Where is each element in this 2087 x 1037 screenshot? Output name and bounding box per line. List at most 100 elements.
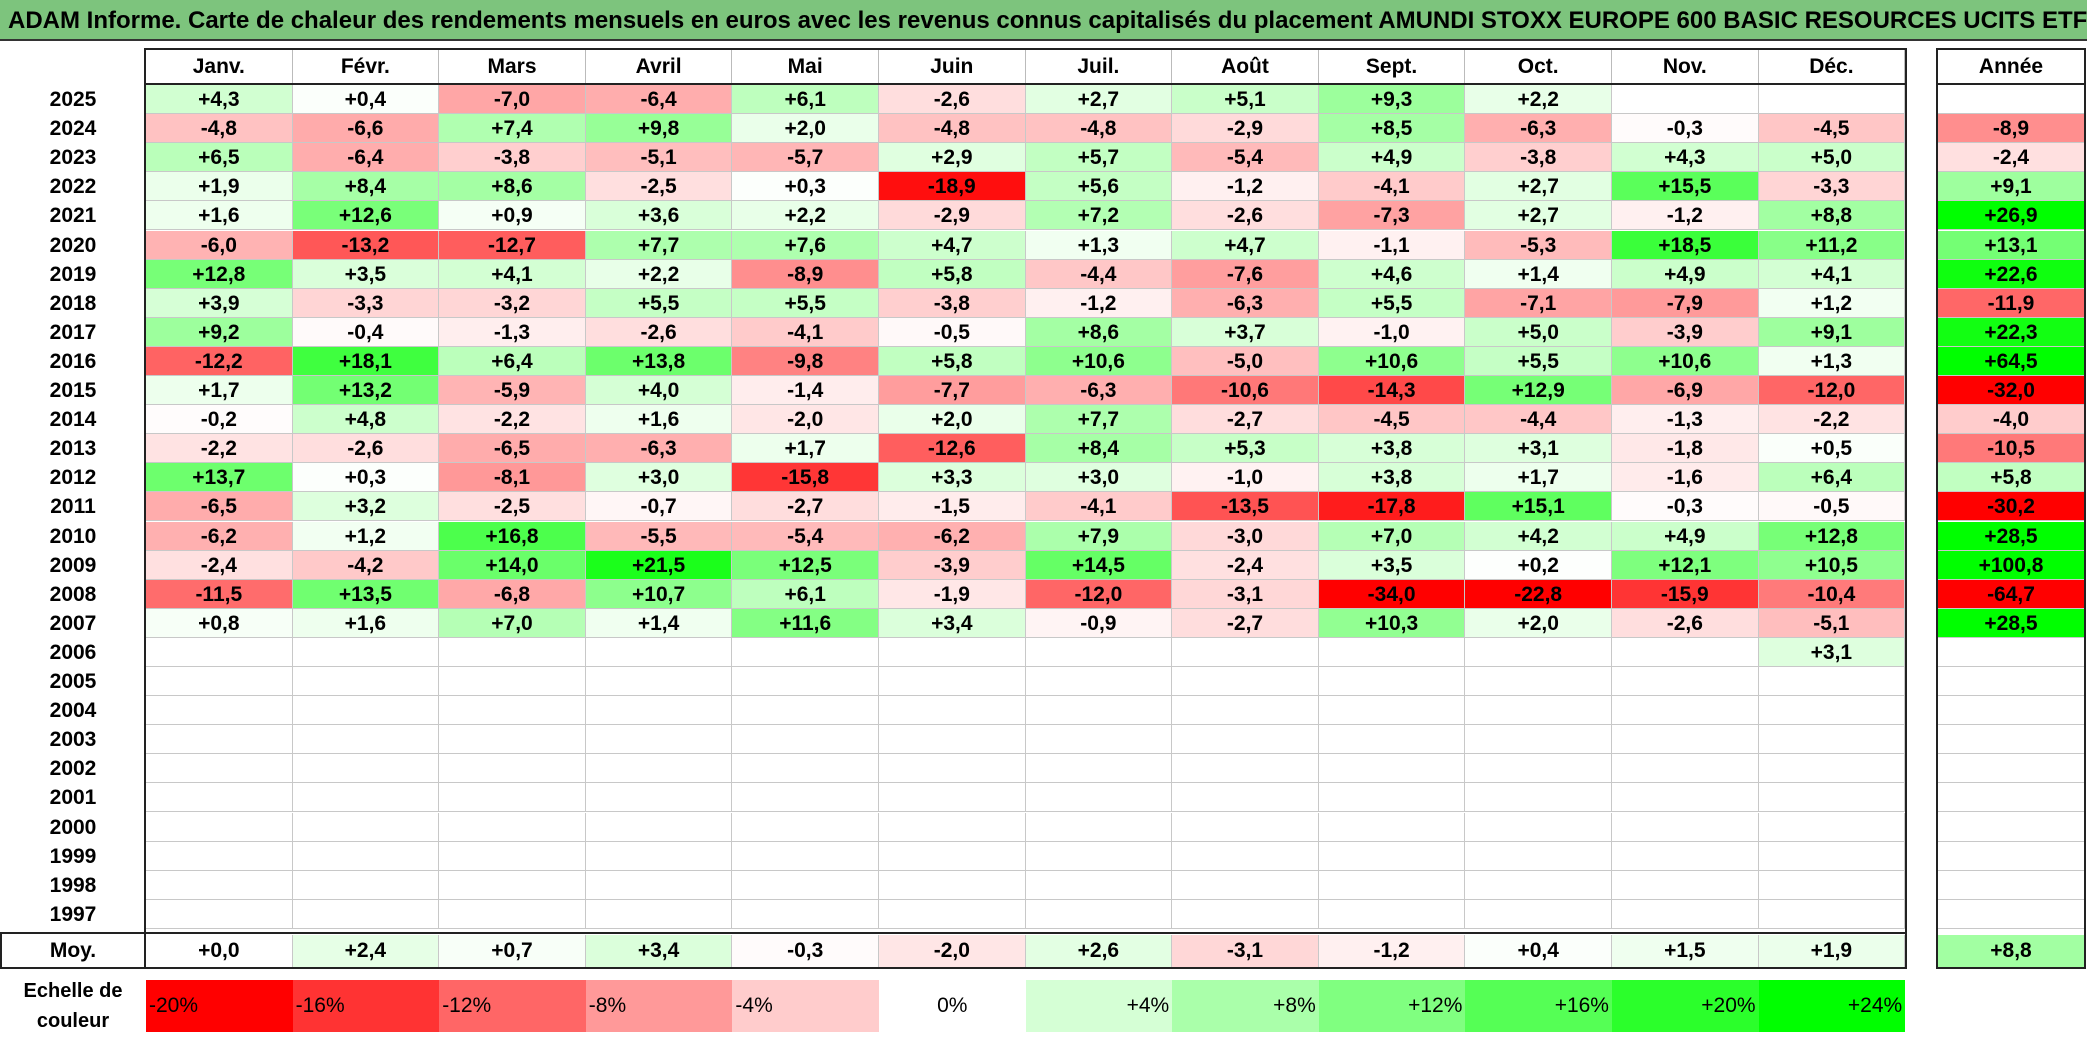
- heatmap-cell: +2,9: [879, 143, 1026, 173]
- month-header: Avril: [586, 50, 733, 84]
- page-title: ADAM Informe. Carte de chaleur des rende…: [0, 0, 2087, 41]
- heatmap-cell: +5,5: [585, 288, 733, 318]
- year-label: 2022: [49, 175, 97, 199]
- annual-header-divider: [1938, 83, 2084, 85]
- heatmap-cell: -4,5: [1318, 405, 1466, 435]
- heatmap-cell: [1465, 725, 1612, 755]
- heatmap-cell: -5,9: [439, 376, 586, 406]
- heatmap-cell: +4,6: [1318, 259, 1466, 289]
- heatmap-cell: +8,6: [1025, 317, 1173, 347]
- heatmap-cell: +13,8: [585, 346, 733, 376]
- heatmap-cell: [732, 899, 879, 929]
- heatmap-cell: [1612, 754, 1759, 784]
- heatmap-cell: +5,0: [1465, 317, 1612, 347]
- heatmap-cell: -5,4: [732, 521, 879, 551]
- year-label: 2021: [49, 204, 97, 228]
- heatmap-cell: [1318, 841, 1466, 871]
- year-label: 1998: [49, 873, 97, 897]
- heatmap-cell: +2,7: [1025, 85, 1173, 115]
- heatmap-cell: [1172, 870, 1319, 900]
- heatmap-cell: [1025, 725, 1173, 755]
- heatmap-cell: [585, 754, 733, 784]
- heatmap-cell: -2,4: [146, 550, 293, 580]
- heatmap-cell: [879, 899, 1026, 929]
- heatmap-cell: [1172, 725, 1319, 755]
- heatmap-cell: -1,3: [439, 317, 586, 347]
- heatmap-cell: +0,3: [292, 463, 440, 493]
- heatmap-cell: +0,4: [292, 85, 440, 115]
- average-cell: +1,5: [1612, 935, 1759, 967]
- heatmap-cell: -6,3: [1465, 114, 1612, 144]
- month-header: Août: [1172, 50, 1319, 84]
- heatmap-cell: [146, 812, 293, 842]
- heatmap-cell: -34,0: [1318, 579, 1466, 609]
- heatmap-cell: -5,4: [1172, 143, 1319, 173]
- month-header: Févr.: [293, 50, 440, 84]
- heatmap-cell: +7,7: [1025, 405, 1173, 435]
- heatmap-cell: -3,8: [439, 143, 586, 173]
- heatmap-cell: [1025, 870, 1173, 900]
- heatmap-cell: -2,4: [1172, 550, 1319, 580]
- heatmap-cell: +10,5: [1758, 550, 1906, 580]
- heatmap-cell: -2,6: [292, 434, 440, 464]
- heatmap-cell: -1,2: [1172, 172, 1319, 202]
- heatmap-cell: +12,8: [146, 259, 293, 289]
- heatmap-cell: +3,3: [879, 463, 1026, 493]
- heatmap-cell: -2,5: [439, 492, 586, 522]
- average-cell: -0,3: [732, 935, 879, 967]
- heatmap-cell: +8,6: [439, 172, 586, 202]
- heatmap-cell: +3,2: [292, 492, 440, 522]
- heatmap-cell: [292, 725, 440, 755]
- heatmap-cell: -3,9: [879, 550, 1026, 580]
- year-label: 2013: [49, 437, 97, 461]
- heatmap-cell: [439, 667, 586, 697]
- heatmap-cell: -15,8: [732, 463, 879, 493]
- heatmap-cell: -7,0: [439, 85, 586, 115]
- year-label: 2020: [49, 233, 97, 257]
- heatmap-cell: +4,1: [439, 259, 586, 289]
- heatmap-cell: -4,1: [1318, 172, 1466, 202]
- heatmap-cell: -17,8: [1318, 492, 1466, 522]
- heatmap-cell: [732, 870, 879, 900]
- heatmap-cell: +10,6: [1025, 346, 1173, 376]
- year-label: 2017: [49, 320, 97, 344]
- annual-cell: +28,5: [1938, 521, 2084, 551]
- heatmap-cell: [732, 696, 879, 726]
- heatmap-cell: +1,6: [146, 201, 293, 231]
- annual-cell: [1938, 812, 2084, 842]
- heatmap-cell: -2,9: [879, 201, 1026, 231]
- heatmap-cell: [1172, 637, 1319, 667]
- heatmap-cell: -1,2: [1612, 201, 1759, 231]
- heatmap-cell: [1758, 696, 1906, 726]
- average-cell: +2,4: [292, 935, 440, 967]
- heatmap-cell: -0,3: [1612, 114, 1759, 144]
- annual-cell: +22,6: [1938, 259, 2084, 289]
- annual-cell: -4,0: [1938, 405, 2084, 435]
- year-label: 2005: [49, 670, 97, 693]
- heatmap-cell: [1758, 899, 1906, 929]
- heatmap-cell: -7,6: [1172, 259, 1319, 289]
- heatmap-cell: -13,5: [1172, 492, 1319, 522]
- heatmap-cell: +12,8: [1758, 521, 1906, 551]
- heatmap-cell: +8,4: [292, 172, 440, 202]
- annual-cell: [1938, 696, 2084, 726]
- heatmap-cell: [292, 783, 440, 813]
- heatmap-cell: [292, 637, 440, 667]
- year-label: 2008: [49, 582, 97, 606]
- heatmap-cell: [732, 783, 879, 813]
- annual-cell: [1938, 899, 2084, 929]
- heatmap-cell: [1612, 783, 1759, 813]
- legend-swatch: +20%: [1612, 980, 1759, 1032]
- heatmap-cell: -12,7: [439, 230, 586, 260]
- heatmap-cell: [1758, 667, 1906, 697]
- heatmap-cell: [1465, 841, 1612, 871]
- heatmap-cell: [292, 841, 440, 871]
- legend-swatch: 0%: [879, 980, 1026, 1032]
- heatmap-cell: [439, 637, 586, 667]
- year-label: 2003: [49, 728, 97, 752]
- heatmap-cell: [879, 725, 1026, 755]
- heatmap-cell: [146, 841, 293, 871]
- heatmap-cell: +1,6: [585, 405, 733, 435]
- average-cell: +2,6: [1025, 935, 1173, 967]
- heatmap-cell: +2,7: [1465, 172, 1612, 202]
